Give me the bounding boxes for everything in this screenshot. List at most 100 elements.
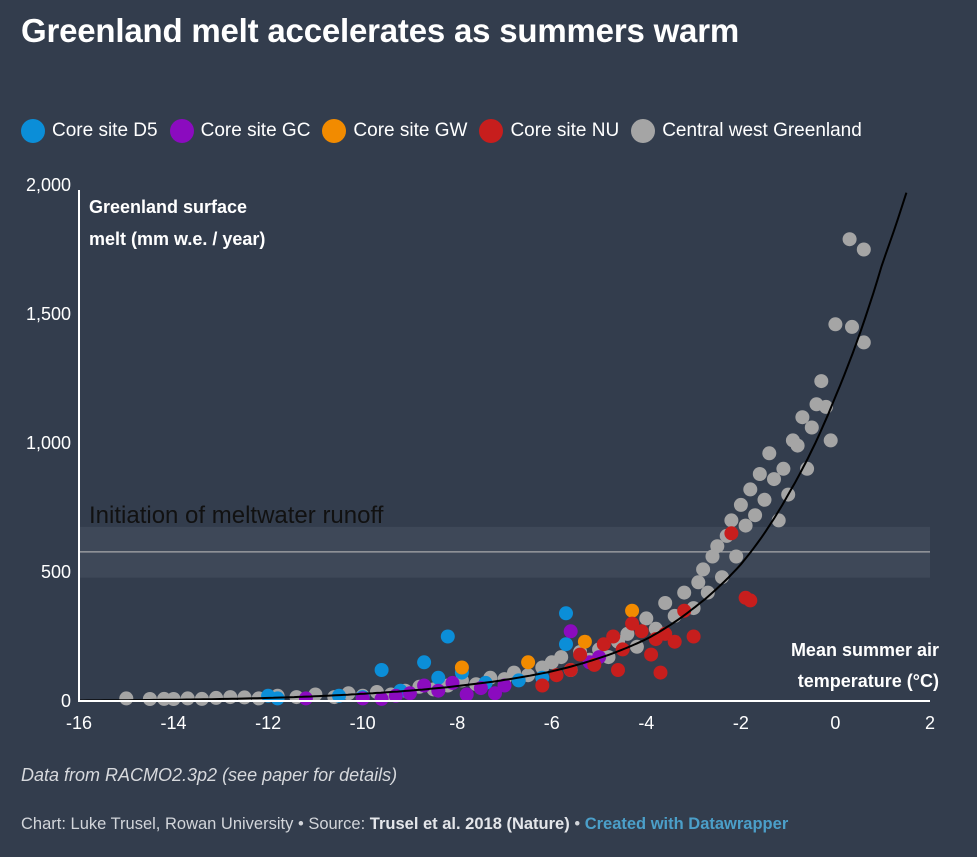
data-point-central-west-greenland[interactable] xyxy=(804,420,819,435)
data-point-central-west-greenland[interactable] xyxy=(752,467,767,481)
legend-swatch-central-west xyxy=(631,119,656,143)
data-point-core-site-gc[interactable] xyxy=(488,686,502,701)
data-point-core-site-gc[interactable] xyxy=(563,624,578,639)
data-note: Data from RACMO2.3p2 (see paper for deta… xyxy=(21,765,398,785)
data-point-central-west-greenland[interactable] xyxy=(856,335,871,350)
y-tick-label: 1,000 xyxy=(26,433,71,453)
separator: • xyxy=(574,815,581,833)
data-point-core-site-gc[interactable] xyxy=(374,691,389,706)
data-point-core-site-d5[interactable] xyxy=(417,655,432,670)
data-point-core-site-gw[interactable] xyxy=(625,603,640,618)
data-point-central-west-greenland[interactable] xyxy=(790,438,805,453)
scatter-chart: Initiation of meltwater runoff 0 500 1,000… xyxy=(26,175,939,733)
data-point-core-site-gw[interactable] xyxy=(521,655,536,670)
data-point-central-west-greenland[interactable] xyxy=(767,472,781,487)
x-tick-label: -8 xyxy=(449,713,465,733)
legend-item-central-west[interactable]: Central west Greenland xyxy=(631,119,862,143)
data-point-central-west-greenland[interactable] xyxy=(842,232,857,247)
data-point-central-west-greenland[interactable] xyxy=(696,562,711,577)
data-point-central-west-greenland[interactable] xyxy=(700,585,715,600)
data-point-central-west-greenland[interactable] xyxy=(748,508,763,523)
datawrapper-link[interactable]: Created with Datawrapper xyxy=(584,815,789,833)
data-point-central-west-greenland[interactable] xyxy=(733,497,748,512)
data-point-core-site-nu[interactable] xyxy=(573,647,588,662)
data-point-central-west-greenland[interactable] xyxy=(814,374,829,389)
data-point-core-site-d5[interactable] xyxy=(511,673,526,688)
x-axis-title-line1: Mean summer air xyxy=(791,640,939,660)
legend-item-gc[interactable]: Core site GC xyxy=(169,119,311,143)
data-point-central-west-greenland[interactable] xyxy=(776,461,791,476)
data-point-central-west-greenland[interactable] xyxy=(856,242,871,257)
data-point-core-site-nu[interactable] xyxy=(535,678,550,693)
data-point-central-west-greenland[interactable] xyxy=(762,446,777,461)
data-point-core-site-gc[interactable] xyxy=(459,687,474,702)
x-tick-label: 0 xyxy=(830,713,840,733)
data-point-core-site-d5[interactable] xyxy=(374,663,389,677)
data-point-central-west-greenland[interactable] xyxy=(823,433,838,448)
data-point-core-site-gc[interactable] xyxy=(497,678,512,693)
chart-credit: Chart: Luke Trusel, Rowan University xyxy=(21,815,294,833)
data-point-central-west-greenland[interactable] xyxy=(658,596,673,610)
data-point-core-site-nu[interactable] xyxy=(634,624,649,639)
data-point-central-west-greenland[interactable] xyxy=(738,518,753,533)
data-point-core-site-nu[interactable] xyxy=(611,663,625,677)
data-point-central-west-greenland[interactable] xyxy=(845,319,859,334)
separator: • xyxy=(297,815,304,833)
data-point-central-west-greenland[interactable] xyxy=(180,691,195,706)
data-point-core-site-gc[interactable] xyxy=(431,683,446,698)
data-point-central-west-greenland[interactable] xyxy=(724,513,739,528)
points-layer xyxy=(119,232,871,706)
data-point-central-west-greenland[interactable] xyxy=(729,549,744,564)
data-point-core-site-nu[interactable] xyxy=(724,526,739,541)
y-tick-label: 2,000 xyxy=(26,175,71,195)
data-point-central-west-greenland[interactable] xyxy=(743,482,758,497)
data-point-core-site-nu[interactable] xyxy=(686,629,701,644)
data-point-central-west-greenland[interactable] xyxy=(554,650,569,665)
legend-swatch-nu xyxy=(479,119,504,143)
data-point-core-site-gc[interactable] xyxy=(298,691,313,706)
data-point-core-site-d5[interactable] xyxy=(431,670,446,685)
y-tick-label: 0 xyxy=(61,691,71,711)
data-point-core-site-nu[interactable] xyxy=(653,665,668,680)
data-point-central-west-greenland[interactable] xyxy=(639,611,654,626)
data-point-central-west-greenland[interactable] xyxy=(757,492,772,507)
source-link[interactable]: Trusel et al. 2018 (Nature) xyxy=(369,815,570,833)
legend-label: Core site GC xyxy=(200,120,311,141)
data-point-core-site-d5[interactable] xyxy=(559,606,573,621)
x-tick-label: 2 xyxy=(925,713,935,733)
legend-label: Central west Greenland xyxy=(662,120,862,141)
data-point-core-site-gw[interactable] xyxy=(577,634,592,649)
data-point-core-site-nu[interactable] xyxy=(667,634,682,649)
data-point-central-west-greenland[interactable] xyxy=(691,575,706,590)
data-point-core-site-nu[interactable] xyxy=(743,593,758,608)
data-point-central-west-greenland[interactable] xyxy=(715,570,729,585)
data-point-core-site-nu[interactable] xyxy=(625,616,640,631)
data-point-central-west-greenland[interactable] xyxy=(677,585,692,600)
data-point-core-site-nu[interactable] xyxy=(606,629,621,644)
data-point-core-site-nu[interactable] xyxy=(596,637,611,652)
legend-label: Core site GW xyxy=(353,120,468,141)
legend-swatch-d5 xyxy=(21,119,45,143)
x-tick-label: -2 xyxy=(733,713,749,733)
data-point-core-site-nu[interactable] xyxy=(644,647,659,662)
legend-item-gw[interactable]: Core site GW xyxy=(322,119,467,143)
y-tick-label: 500 xyxy=(41,562,71,582)
legend-item-d5[interactable]: Core site D5 xyxy=(21,119,158,143)
legend-item-nu[interactable]: Core site NU xyxy=(479,119,619,143)
data-point-central-west-greenland[interactable] xyxy=(119,691,134,706)
data-point-core-site-d5[interactable] xyxy=(440,629,455,644)
data-point-core-site-d5[interactable] xyxy=(559,637,573,652)
data-point-central-west-greenland[interactable] xyxy=(209,690,224,705)
data-point-central-west-greenland[interactable] xyxy=(629,639,644,654)
data-point-core-site-nu[interactable] xyxy=(677,603,692,618)
data-point-core-site-gc[interactable] xyxy=(402,686,417,701)
x-tick-label: -14 xyxy=(161,713,187,733)
legend-label: Core site NU xyxy=(510,120,620,141)
data-point-central-west-greenland[interactable] xyxy=(795,410,810,425)
data-point-central-west-greenland[interactable] xyxy=(710,539,725,554)
y-axis-title-line1: Greenland surface xyxy=(89,197,247,217)
data-point-core-site-gw[interactable] xyxy=(454,660,469,675)
data-point-central-west-greenland[interactable] xyxy=(828,317,843,332)
legend-label: Core site D5 xyxy=(52,120,158,141)
x-tick-label: -16 xyxy=(66,713,92,733)
